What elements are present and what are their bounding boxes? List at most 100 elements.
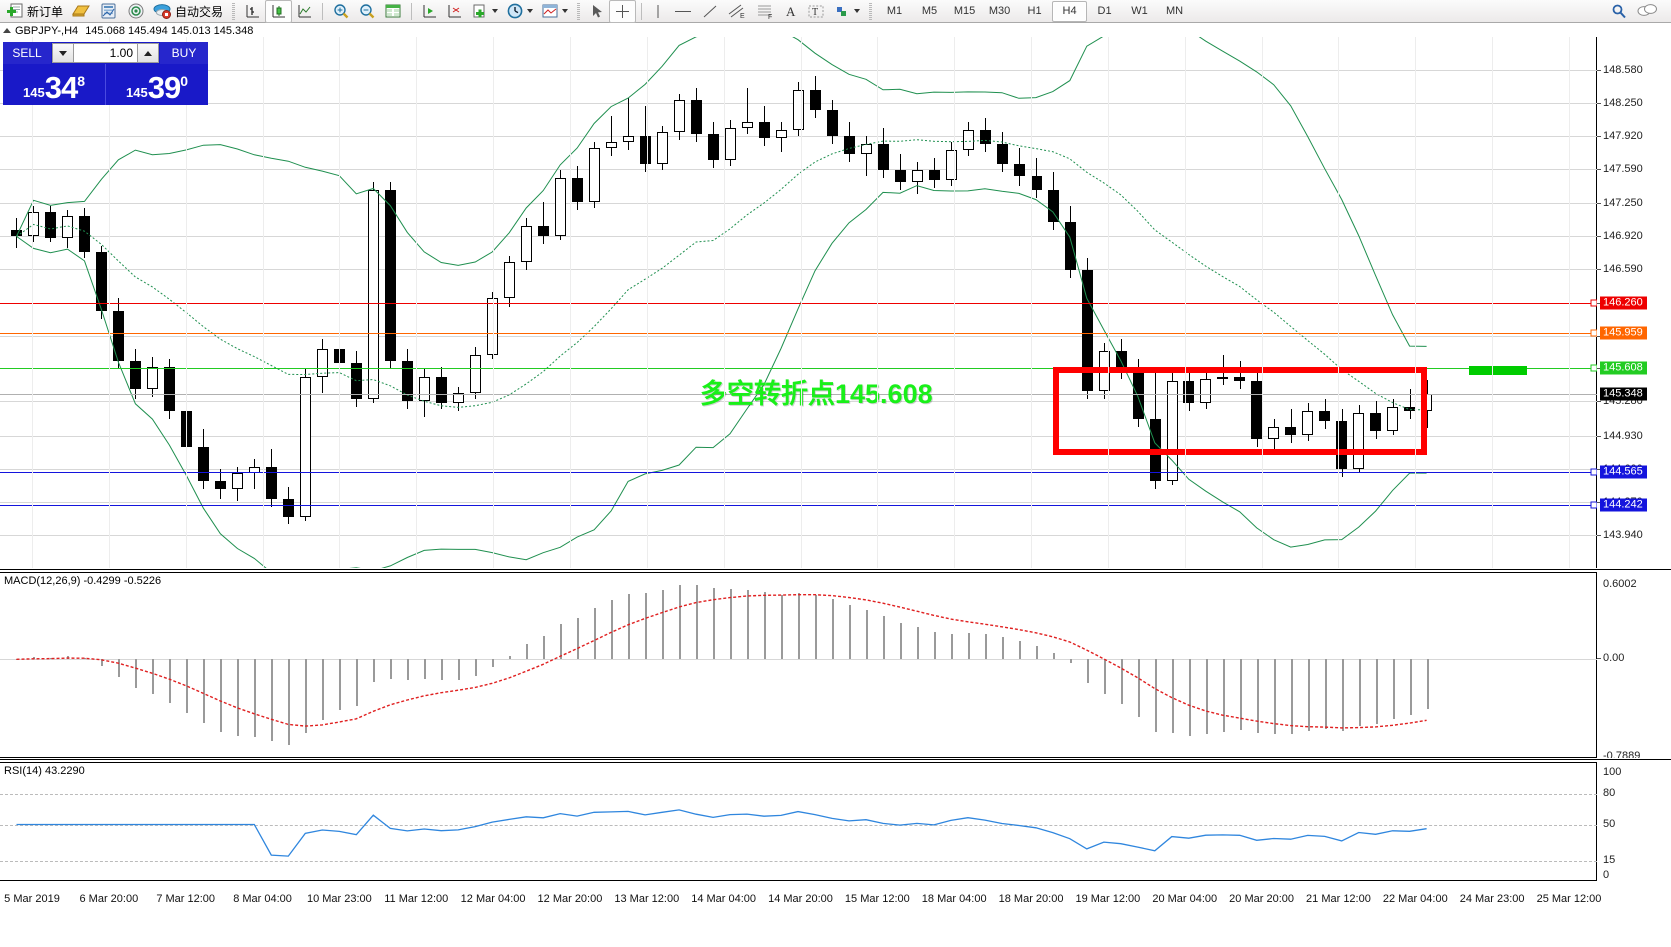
current-price-line-label[interactable]: 145.348 bbox=[1600, 387, 1647, 401]
resistance-line[interactable] bbox=[0, 302, 1597, 304]
price-chart-pane[interactable]: 多空转折点145.608 bbox=[0, 37, 1598, 568]
chevron-down-icon-3[interactable] bbox=[562, 9, 569, 13]
fibonacci-button[interactable]: F bbox=[751, 1, 779, 22]
volume-dropdown-button[interactable] bbox=[52, 43, 74, 63]
price-tick-label-5: 147.250 bbox=[1603, 197, 1643, 210]
macd-histogram-bar bbox=[628, 594, 630, 660]
buy-button[interactable]: BUY bbox=[160, 42, 208, 64]
timeframe-d1[interactable]: D1 bbox=[1097, 4, 1112, 17]
support-line-2[interactable] bbox=[0, 504, 1597, 506]
one-click-trading-panel[interactable]: SELL 1.00 BUY 145 34 8 145 39 0 bbox=[3, 42, 208, 105]
timeframe-m5[interactable]: M5 bbox=[921, 4, 938, 17]
profiles-button[interactable] bbox=[67, 1, 95, 22]
buy-price-display[interactable]: 145 39 0 bbox=[105, 64, 208, 105]
chevron-down-icon-2[interactable] bbox=[527, 9, 534, 13]
time-gridline-11 bbox=[877, 37, 878, 568]
candlestick-chart-button[interactable] bbox=[265, 0, 293, 23]
toolbar-grip-3[interactable] bbox=[869, 2, 873, 20]
vertical-line-button[interactable] bbox=[647, 1, 669, 22]
timeframe-mn[interactable]: MN bbox=[1165, 4, 1184, 17]
macd-histogram-bar bbox=[203, 659, 205, 724]
volume-input[interactable]: 1.00 bbox=[74, 43, 137, 63]
macd-histogram-bar bbox=[84, 658, 86, 660]
market-watch-button[interactable] bbox=[95, 1, 123, 22]
volume-increase-button[interactable] bbox=[137, 43, 159, 63]
macd-axis[interactable]: 0.6002 0.00 -0.7889 bbox=[1597, 572, 1671, 762]
pivot-line[interactable] bbox=[0, 367, 1597, 369]
chevron-down-icon-4[interactable] bbox=[854, 9, 861, 13]
search-button[interactable] bbox=[1606, 1, 1632, 22]
macd-histogram-bar bbox=[1291, 659, 1293, 734]
toolbar-grip-2[interactable] bbox=[577, 2, 581, 20]
candle-body bbox=[283, 498, 294, 517]
macd-tick-mark bbox=[1597, 658, 1601, 660]
rsi-axis[interactable]: 100 80 50 15 0 bbox=[1597, 762, 1671, 881]
text-button[interactable]: A bbox=[779, 1, 803, 22]
timeframe-h4[interactable]: H4 bbox=[1052, 0, 1088, 22]
cursor-button[interactable] bbox=[585, 1, 609, 22]
data-window-button[interactable] bbox=[380, 1, 406, 22]
horizontal-line-button[interactable] bbox=[669, 1, 697, 22]
current-price-line[interactable] bbox=[0, 393, 1597, 395]
timeframe-m15[interactable]: M15 bbox=[953, 4, 976, 17]
add-indicator-button[interactable] bbox=[467, 1, 502, 22]
chat-button[interactable] bbox=[1632, 1, 1662, 22]
navigator-button[interactable] bbox=[123, 1, 149, 22]
chart-shift-button[interactable] bbox=[417, 1, 442, 22]
period-button[interactable] bbox=[502, 1, 537, 22]
trendline-button[interactable] bbox=[697, 1, 723, 22]
timeframe-w1[interactable]: W1 bbox=[1131, 4, 1148, 17]
candle-body bbox=[929, 170, 940, 181]
bar-chart-icon bbox=[246, 4, 260, 17]
objects-button[interactable] bbox=[829, 1, 864, 22]
line-chart-button[interactable] bbox=[292, 1, 317, 22]
support-line-1-label[interactable]: 144.565 bbox=[1600, 465, 1647, 479]
sell-button[interactable]: SELL bbox=[3, 42, 51, 64]
sell-price-display[interactable]: 145 34 8 bbox=[3, 64, 105, 105]
rsi-level-50 bbox=[0, 824, 1597, 827]
new-order-button[interactable]: 新订单 bbox=[3, 1, 67, 22]
volume-stepper[interactable]: 1.00 bbox=[52, 43, 159, 63]
timeframe-h1[interactable]: H1 bbox=[1027, 4, 1042, 17]
consolidation-box[interactable] bbox=[1052, 366, 1427, 455]
market-watch-icon bbox=[101, 3, 116, 18]
bollinger-upper bbox=[16, 37, 1427, 347]
macd-chart-pane[interactable]: MACD(12,26,9) -0.4299 -0.5226 bbox=[0, 572, 1597, 758]
templates-button[interactable] bbox=[537, 1, 572, 22]
pivot-line-label[interactable]: 145.608 bbox=[1600, 361, 1647, 375]
timeframe-m1[interactable]: M1 bbox=[886, 4, 903, 17]
collapse-triangle-icon[interactable] bbox=[3, 28, 11, 33]
target-zone-marker[interactable] bbox=[1469, 365, 1527, 375]
rsi-tick-label-2: 50 bbox=[1603, 817, 1616, 830]
trendline-icon bbox=[703, 5, 717, 17]
macd-histogram-bar bbox=[577, 617, 579, 660]
text-label-button[interactable]: T bbox=[803, 1, 829, 22]
toolbar-separator-2 bbox=[411, 2, 413, 20]
time-axis-label-20: 25 Mar 12:00 bbox=[1536, 893, 1602, 905]
chevron-down-icon[interactable] bbox=[492, 9, 499, 13]
price-tick-mark-15 bbox=[1597, 534, 1601, 536]
upper-target-line[interactable] bbox=[0, 332, 1597, 334]
macd-histogram-bar bbox=[1342, 659, 1344, 732]
resistance-line-label[interactable]: 146.260 bbox=[1600, 296, 1647, 309]
price-tick-mark-3 bbox=[1597, 136, 1601, 138]
pane-divider-1[interactable] bbox=[0, 568, 1671, 571]
autotrading-button[interactable]: 自动交易 bbox=[149, 1, 227, 22]
toolbar-grip[interactable] bbox=[232, 2, 236, 20]
macd-histogram-bar bbox=[118, 659, 120, 677]
crosshair-button[interactable] bbox=[609, 0, 637, 23]
support-line-2-label[interactable]: 144.242 bbox=[1600, 498, 1647, 512]
upper-target-line-label[interactable]: 145.959 bbox=[1600, 326, 1647, 340]
pane-divider-2[interactable] bbox=[0, 758, 1671, 761]
auto-scroll-button[interactable] bbox=[442, 1, 467, 22]
equidistant-channel-button[interactable]: E bbox=[723, 1, 751, 22]
zoom-in-button[interactable] bbox=[328, 1, 354, 22]
time-axis[interactable]: 5 Mar 2019 6 Mar 20:00 7 Mar 12:00 8 Mar 04… bbox=[0, 883, 1671, 947]
candle-body bbox=[572, 178, 583, 203]
time-gridline-17 bbox=[1338, 37, 1339, 568]
bar-chart-button[interactable] bbox=[240, 1, 265, 22]
zoom-out-button[interactable] bbox=[354, 1, 380, 22]
timeframe-m30[interactable]: M30 bbox=[988, 4, 1011, 17]
rsi-chart-pane[interactable]: RSI(14) 43.2290 bbox=[0, 762, 1597, 881]
support-line-1[interactable] bbox=[0, 472, 1597, 474]
